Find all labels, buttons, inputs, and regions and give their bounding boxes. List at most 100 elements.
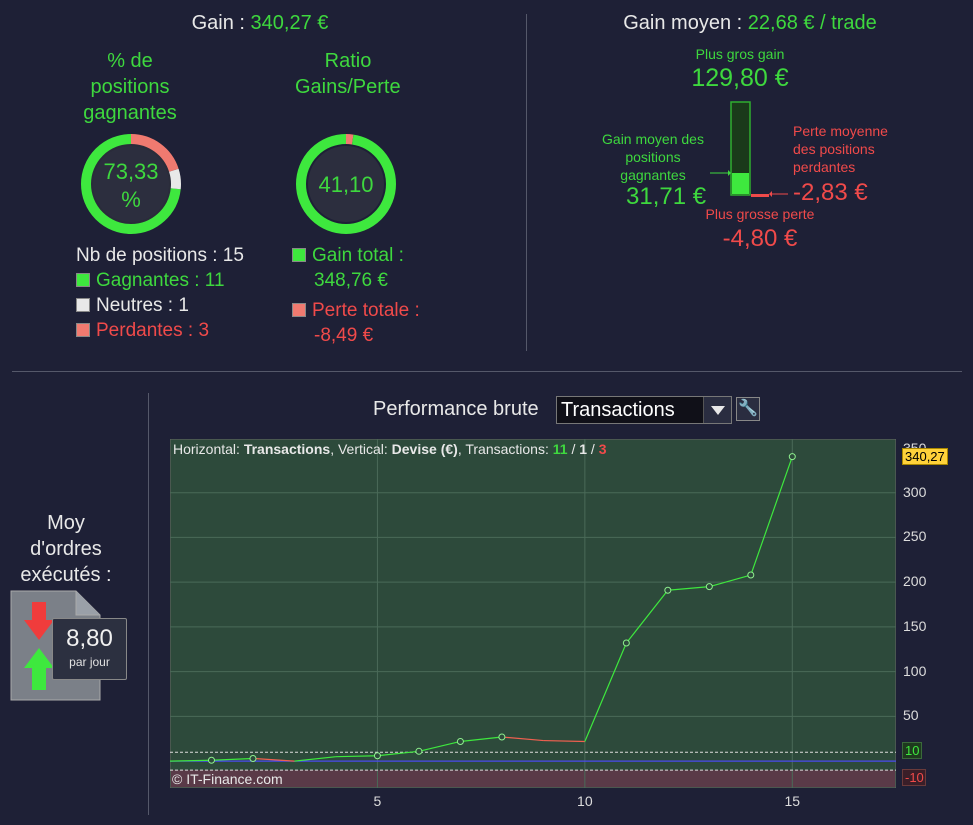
gain-label: Gain :: [191, 12, 251, 34]
ratio-value: 41,10: [318, 172, 374, 197]
series-segment: [211, 757, 253, 761]
series-segment: [377, 750, 419, 757]
y-tick-label: 50: [903, 707, 919, 724]
avg-win-value: 31,71 €: [626, 183, 707, 210]
best-value: 129,80 €: [691, 64, 789, 92]
info-v-label: , Vertical:: [330, 441, 392, 457]
avg-gain-bar: [732, 173, 749, 194]
series-segment: [750, 456, 793, 576]
down-arrow-icon: [24, 602, 54, 640]
orders-value: 8,80: [66, 625, 113, 652]
info-t-loss: 3: [598, 441, 607, 457]
gain-value: 340,27 €: [250, 12, 329, 34]
series-segment: [335, 755, 378, 758]
top-divider: [526, 14, 527, 351]
series-segment: [252, 757, 295, 762]
positions-neutral: Neutres : 1: [96, 295, 189, 316]
y-tick-label: 100: [903, 662, 927, 679]
losing-swatch: [76, 323, 90, 337]
avg-gain-label: Gain moyen :: [623, 12, 748, 34]
chevron-down-icon[interactable]: [703, 397, 731, 423]
ratio-title-line2: Gains/Perte: [295, 76, 401, 98]
win-pct-donut: [81, 134, 181, 234]
mode-select[interactable]: Transactions: [556, 396, 732, 424]
info-v-value: Devise (€): [391, 441, 458, 457]
win-pct-value-line2: %: [121, 187, 141, 212]
series-segment: [625, 589, 669, 644]
totals-legend: Gain total : 348,76 € Perte totale : -8,…: [292, 243, 420, 348]
info-slash: /: [587, 441, 599, 457]
orders-label-line1: Moy: [47, 512, 85, 534]
ratio-title: Ratio Gains/Perte: [295, 48, 401, 100]
bottom-divider: [148, 393, 149, 815]
neutral-swatch: [76, 298, 90, 312]
positions-legend: Nb de positions : 15 Gagnantes : 11 Neut…: [76, 243, 244, 343]
loss-total-label: Perte totale :: [312, 300, 420, 321]
last-value-flag: 340,27: [902, 447, 948, 465]
win-pct-title-line1: % de: [107, 50, 153, 72]
chart-copyright: © IT-Finance.com: [172, 771, 283, 787]
win-pct-value: 73,33 %: [78, 158, 184, 214]
data-point: [415, 747, 423, 755]
middle-divider: [12, 371, 962, 372]
best-label: Plus gros gain: [695, 46, 785, 62]
gain-header: Gain : 340,27 €: [0, 12, 520, 35]
gain-bar-graphic: [710, 101, 788, 197]
avg-gain-value: 22,68 € / trade: [747, 12, 877, 34]
info-t-label: , Transactions:: [457, 441, 553, 457]
wrench-icon[interactable]: 🔧: [736, 397, 760, 421]
positions-total: Nb de positions : 15: [76, 245, 244, 266]
avg-gain-header: Gain moyen : 22,68 € / trade: [540, 12, 960, 35]
info-t-win: 11: [552, 441, 568, 457]
win-pct-title: % de positions gagnantes: [40, 48, 220, 126]
avg-loss-label-line1: Perte moyenne: [793, 123, 888, 139]
ratio-donut: [296, 134, 396, 234]
win-pct-value-line1: 73,33: [103, 159, 159, 184]
data-point: [373, 752, 381, 760]
data-point: [747, 571, 755, 579]
upper-band-flag: 10: [902, 742, 922, 760]
y-tick-label: 250: [903, 528, 927, 545]
orders-badge: 8,80 par jour: [52, 618, 127, 680]
avg-win-label-line3: gagnantes: [620, 167, 686, 183]
donut-neutral-arc: [81, 134, 181, 234]
series-segment: [170, 759, 212, 762]
chart-info: Horizontal: Transactions, Vertical: Devi…: [173, 441, 607, 457]
data-point: [498, 733, 506, 741]
y-tick-partial: 350: [903, 439, 927, 448]
avg-win-label-line1: Gain moyen des: [602, 131, 704, 147]
orders-label-line2: d'ordres: [30, 538, 102, 560]
series-segment: [667, 586, 710, 591]
series-segment: [709, 574, 751, 588]
avg-win-label-line2: positions: [625, 149, 681, 165]
x-tick-label: 5: [373, 793, 382, 809]
positions-winning: Gagnantes : 11: [96, 270, 225, 291]
x-tick-label: 10: [577, 793, 593, 809]
info-t-neutral: 1: [579, 441, 588, 457]
avg-loss-value: -2,83 €: [793, 179, 868, 206]
info-h-label: Horizontal:: [173, 441, 244, 457]
performance-chart: [170, 439, 896, 788]
series-segment: [418, 740, 461, 752]
data-point: [207, 756, 215, 764]
gain-total-swatch: [292, 248, 306, 262]
chart-loss-zone: [171, 770, 895, 787]
mode-select-value: Transactions: [561, 399, 675, 421]
y-tick-label: 150: [903, 617, 927, 634]
y-tick-label: 300: [903, 483, 927, 500]
data-point: [705, 583, 713, 591]
avg-loss-bar: [751, 194, 769, 197]
data-point: [664, 586, 672, 594]
avg-win-label: Gain moyen des positions gagnantes: [596, 130, 710, 184]
up-arrow-icon: [24, 648, 54, 690]
win-pct-title-line3: gagnantes: [83, 102, 177, 124]
series-segment: [543, 739, 585, 743]
data-point: [622, 639, 630, 647]
orders-unit: par jour: [69, 655, 110, 669]
worst-value: -4,80 €: [722, 225, 798, 252]
y-tick-label: 200: [903, 573, 927, 590]
orders-label-line3: exécutés :: [20, 564, 112, 586]
orders-label: Moy d'ordres exécutés :: [0, 510, 132, 588]
ratio-title-line1: Ratio: [324, 50, 372, 72]
gain-total-label: Gain total :: [312, 245, 404, 266]
